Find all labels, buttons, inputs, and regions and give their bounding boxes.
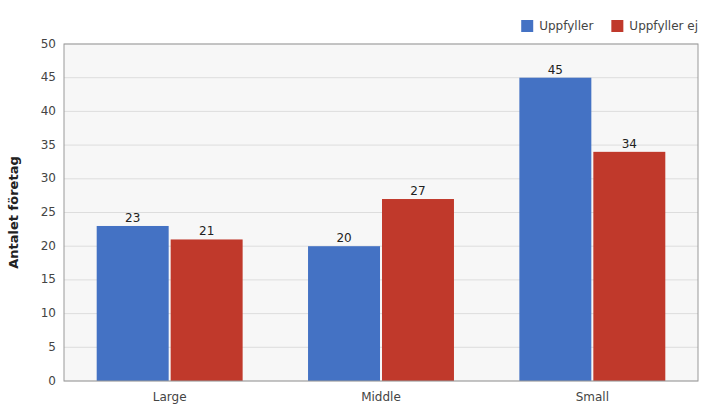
- data-labels: 23 20 45 21 27 34: [125, 63, 637, 246]
- bar: [382, 199, 454, 381]
- legend: Uppfyller Uppfyller ej: [521, 19, 698, 33]
- y-axis-title: Antalet företag: [6, 156, 21, 268]
- data-label: 45: [548, 63, 563, 77]
- y-tick-label: 10: [41, 306, 56, 320]
- y-tick-label: 0: [48, 374, 56, 388]
- y-tick-label: 25: [41, 205, 56, 219]
- bar: [308, 246, 380, 381]
- y-tick-label: 45: [41, 70, 56, 84]
- legend-label: Uppfyller ej: [629, 19, 698, 33]
- bars: [97, 78, 666, 381]
- legend-swatch: [611, 20, 623, 32]
- grid: [64, 44, 698, 381]
- y-tick-label: 40: [41, 104, 56, 118]
- legend-label: Uppfyller: [539, 19, 593, 33]
- bar: [171, 239, 243, 381]
- y-tick-label: 50: [41, 37, 56, 51]
- plot-area: [64, 44, 698, 381]
- data-label: 21: [199, 224, 214, 238]
- x-tick-label: Large: [153, 390, 187, 404]
- y-tick-label: 5: [48, 340, 56, 354]
- y-tick-label: 20: [41, 239, 56, 253]
- bar: [519, 78, 591, 381]
- chart: 0 5 10 15 20 25 30 35 40 45 50 23 20 45 21 27 34 Large Mid…: [0, 0, 714, 417]
- y-tick-label: 30: [41, 171, 56, 185]
- data-label: 27: [410, 184, 425, 198]
- grid-line: [64, 77, 698, 78]
- x-tick-label: Middle: [361, 390, 401, 404]
- y-tick-label: 35: [41, 138, 56, 152]
- grid-line: [64, 111, 698, 112]
- bar: [97, 226, 169, 381]
- bar: [593, 152, 665, 381]
- y-tick-label: 15: [41, 272, 56, 286]
- data-label: 34: [622, 137, 637, 151]
- data-label: 23: [125, 211, 140, 225]
- grid-line: [64, 145, 698, 146]
- legend-swatch: [521, 20, 533, 32]
- x-tick-label: Small: [576, 390, 609, 404]
- plot-frame: [64, 44, 698, 381]
- data-label: 20: [336, 231, 351, 245]
